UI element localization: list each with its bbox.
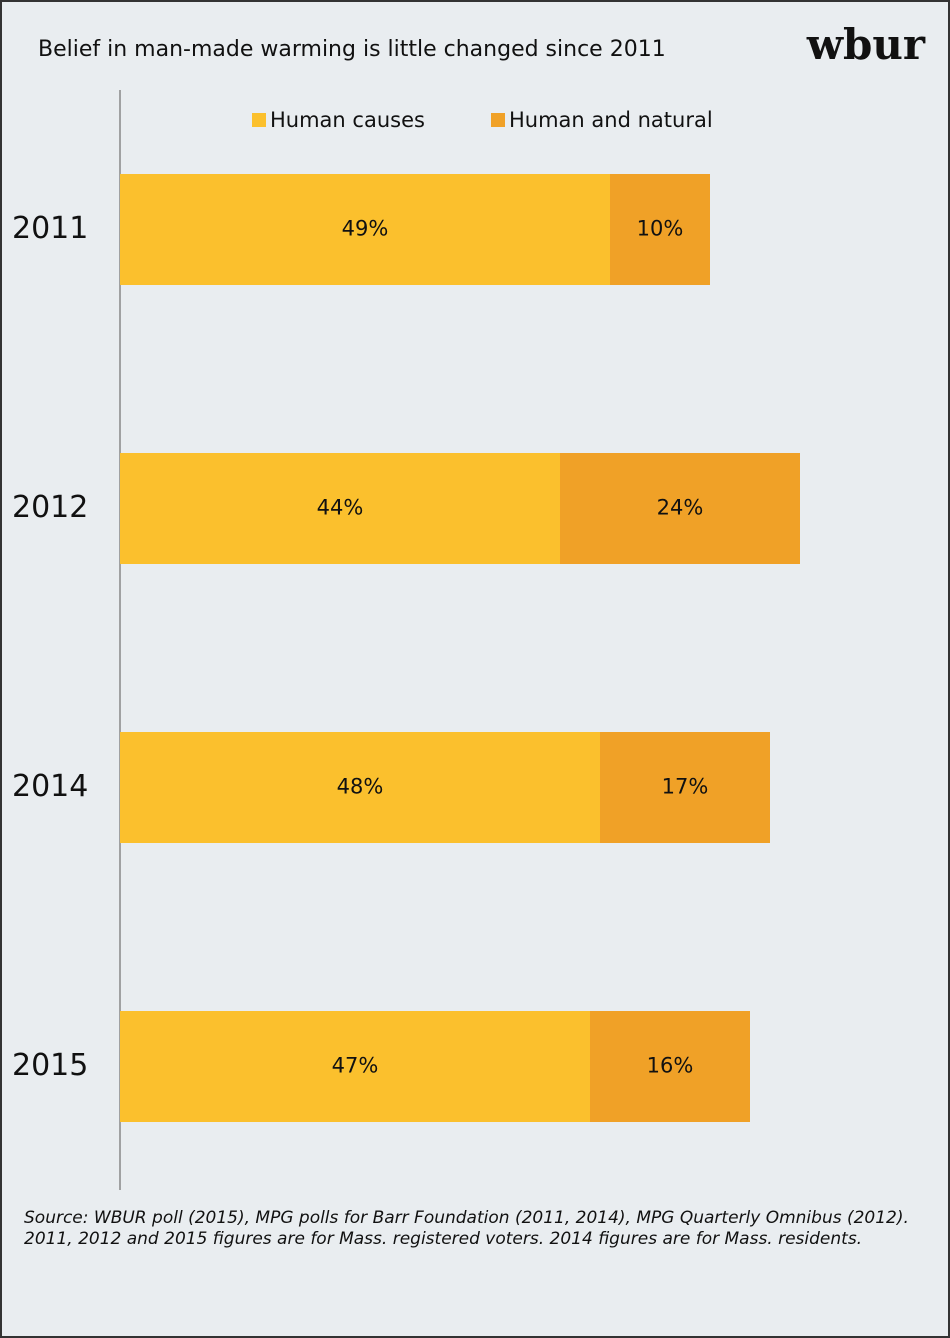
- data-label: 44%: [317, 496, 364, 520]
- bar-segment: [560, 453, 800, 564]
- data-label: 49%: [342, 217, 389, 241]
- y-tick-label: 2012: [12, 490, 88, 525]
- data-label: 24%: [657, 496, 704, 520]
- legend-swatch: [491, 113, 505, 127]
- notes: Source: WBUR poll (2015), MPG polls for …: [24, 1208, 934, 1250]
- bar-segment: [120, 453, 560, 564]
- legend-label: Human and natural: [509, 108, 713, 132]
- data-label: 10%: [637, 217, 684, 241]
- bar-segment: [120, 732, 600, 843]
- bar-segment: [120, 174, 610, 285]
- note: 2011, 2012 and 2015 figures are for Mass…: [24, 1229, 863, 1249]
- data-label: 17%: [662, 775, 709, 799]
- chart-title: Belief in man-made warming is little cha…: [38, 37, 666, 62]
- data-label: 47%: [332, 1054, 379, 1078]
- logo: wbur: [806, 20, 926, 69]
- y-tick-label: 2015: [12, 1048, 88, 1083]
- bar-segment: [610, 174, 710, 285]
- y-tick-label: 2011: [12, 211, 88, 246]
- note: Source: WBUR poll (2015), MPG polls for …: [24, 1208, 909, 1228]
- bar-segment: [600, 732, 770, 843]
- data-label: 48%: [337, 775, 384, 799]
- legend-label: Human causes: [270, 108, 425, 132]
- data-label: 16%: [647, 1054, 694, 1078]
- legend-swatch: [252, 113, 266, 127]
- bar-segment: [590, 1011, 750, 1122]
- bar-segment: [120, 1011, 590, 1122]
- y-tick-label: 2014: [12, 769, 88, 804]
